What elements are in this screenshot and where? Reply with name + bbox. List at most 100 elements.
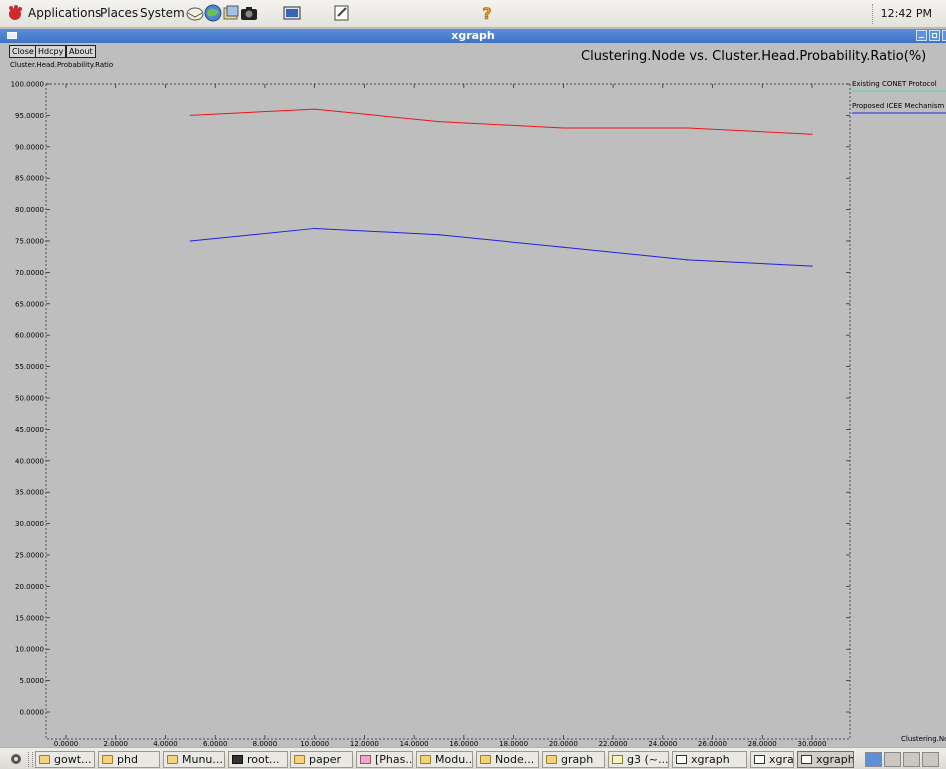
x-tick-label: 14.0000	[400, 740, 429, 748]
taskbar-item[interactable]: gowt...	[35, 751, 95, 768]
data-point	[811, 265, 813, 267]
taskbar-handle[interactable]	[28, 752, 33, 767]
y-tick-label: 55.0000	[15, 363, 44, 371]
taskbar-item[interactable]: g3 (~...	[608, 751, 669, 768]
y-tick-label: 95.0000	[15, 112, 44, 120]
x-tick-label: 4.0000	[153, 740, 178, 748]
gnome-foot-icon[interactable]	[6, 4, 24, 22]
x-tick-label: 2.0000	[103, 740, 128, 748]
folder-icon	[167, 755, 178, 764]
workspace-2[interactable]	[884, 752, 901, 767]
window-title: xgraph	[451, 29, 495, 42]
image-icon	[360, 755, 371, 764]
camera-icon[interactable]	[240, 4, 258, 22]
window-title-bar[interactable]: xgraph	[0, 29, 946, 43]
data-point	[562, 127, 564, 129]
folder-icon	[39, 755, 50, 764]
window-menu-icon[interactable]	[7, 32, 17, 39]
data-point	[562, 246, 564, 248]
taskbar-item-label: Node...	[495, 753, 535, 766]
x-tick-label: 18.0000	[499, 740, 528, 748]
x-tick-label: 10.0000	[300, 740, 329, 748]
folder-icon	[420, 755, 431, 764]
x-tick-label: 0.0000	[54, 740, 79, 748]
x-tick-label: 28.0000	[748, 740, 777, 748]
svg-text:?: ?	[482, 4, 491, 22]
x-tick-label: 6.0000	[203, 740, 228, 748]
series-line-1	[190, 108, 813, 135]
y-tick-label: 100.0000	[11, 81, 44, 89]
taskbar-item-label: g3 (~...	[627, 753, 669, 766]
y-tick-label: 30.0000	[15, 520, 44, 528]
workspace-1[interactable]	[865, 752, 882, 767]
taskbar-item[interactable]: graph	[542, 751, 605, 768]
email-launcher-icon[interactable]	[186, 4, 204, 22]
series-line-2	[190, 227, 813, 267]
clock[interactable]: 12:42 PM	[880, 7, 932, 20]
data-point	[314, 108, 316, 110]
taskbar-item[interactable]: Munu...	[163, 751, 225, 768]
x-tick-label: 8.0000	[253, 740, 278, 748]
y-tick-label: 40.0000	[15, 457, 44, 465]
x-tick-label: 16.0000	[449, 740, 478, 748]
workspace-4[interactable]	[922, 752, 939, 767]
x-tick-label: 20.0000	[549, 740, 578, 748]
taskbar-item[interactable]: Node...	[476, 751, 539, 768]
folder-icon	[480, 755, 491, 764]
taskbar-item-label: [Phas...	[375, 753, 413, 766]
legend-label: Proposed ICEE Mechanism	[852, 102, 944, 110]
x-tick-label: 30.0000	[798, 740, 827, 748]
terminal-icon	[232, 755, 243, 764]
text-editor-icon	[612, 755, 623, 764]
y-tick-label: 70.0000	[15, 269, 44, 277]
y-tick-label: 75.0000	[15, 238, 44, 246]
x-tick-label: 26.0000	[698, 740, 727, 748]
y-tick-label: 20.0000	[15, 583, 44, 591]
workspace-3[interactable]	[903, 752, 920, 767]
plot-frame	[45, 83, 851, 740]
taskbar-item-label: xgraph	[816, 753, 854, 766]
x-ticks: 0.0000 2.0000 4.0000 6.0000 8.0000 10.0000 12.…	[54, 84, 827, 748]
taskbar-item[interactable]: xgraph	[797, 751, 854, 768]
folder-icon	[294, 755, 305, 764]
x-axis-label: Clustering.No	[901, 735, 946, 743]
screenshot-icon[interactable]	[283, 4, 301, 22]
maximize-button[interactable]	[929, 30, 940, 41]
y-tick-label: 50.0000	[15, 395, 44, 403]
data-point	[687, 127, 689, 129]
data-point	[438, 121, 440, 123]
taskbar-item[interactable]: xgraph	[750, 751, 794, 768]
data-point	[438, 234, 440, 236]
y-axis-label: Cluster.Head.Probability.Ratio	[10, 61, 114, 69]
y-tick-label: 35.0000	[15, 489, 44, 497]
y-tick-label: 10.0000	[15, 646, 44, 654]
folder-icon	[102, 755, 113, 764]
taskbar-item[interactable]: xgraph	[672, 751, 747, 768]
x-tick-label: 22.0000	[599, 740, 628, 748]
show-desktop-icon[interactable]	[9, 753, 23, 765]
taskbar: gowt... phd Munu... root... paper [Phas... Mod…	[0, 747, 946, 769]
taskbar-item[interactable]: [Phas...	[356, 751, 413, 768]
taskbar-item[interactable]: root...	[228, 751, 288, 768]
y-tick-label: 45.0000	[15, 426, 44, 434]
taskbar-item[interactable]: paper	[290, 751, 353, 768]
help-icon[interactable]: ?	[478, 4, 496, 22]
taskbar-item[interactable]: Modu...	[416, 751, 473, 768]
minimize-button[interactable]	[916, 30, 927, 41]
taskbar-item-label: root...	[247, 753, 280, 766]
hardcopy-button[interactable]: Hdcpy	[35, 45, 67, 58]
x-tick-label: 12.0000	[350, 740, 379, 748]
about-button[interactable]: About	[66, 45, 96, 58]
text-editor-icon[interactable]	[333, 4, 351, 22]
y-tick-label: 85.0000	[15, 175, 44, 183]
close-window-button[interactable]	[942, 30, 946, 41]
taskbar-item-label: xgraph	[691, 753, 730, 766]
menu-applications[interactable]: Applications	[28, 6, 102, 20]
chart-title: Clustering.Node vs. Cluster.Head.Probabi…	[581, 49, 927, 64]
menu-system[interactable]: System	[140, 6, 185, 20]
web-browser-icon[interactable]	[204, 4, 222, 22]
data-point	[189, 114, 191, 116]
taskbar-item[interactable]: phd	[98, 751, 160, 768]
menu-places[interactable]: Places	[100, 6, 139, 20]
office-launcher-icon[interactable]	[222, 4, 240, 22]
